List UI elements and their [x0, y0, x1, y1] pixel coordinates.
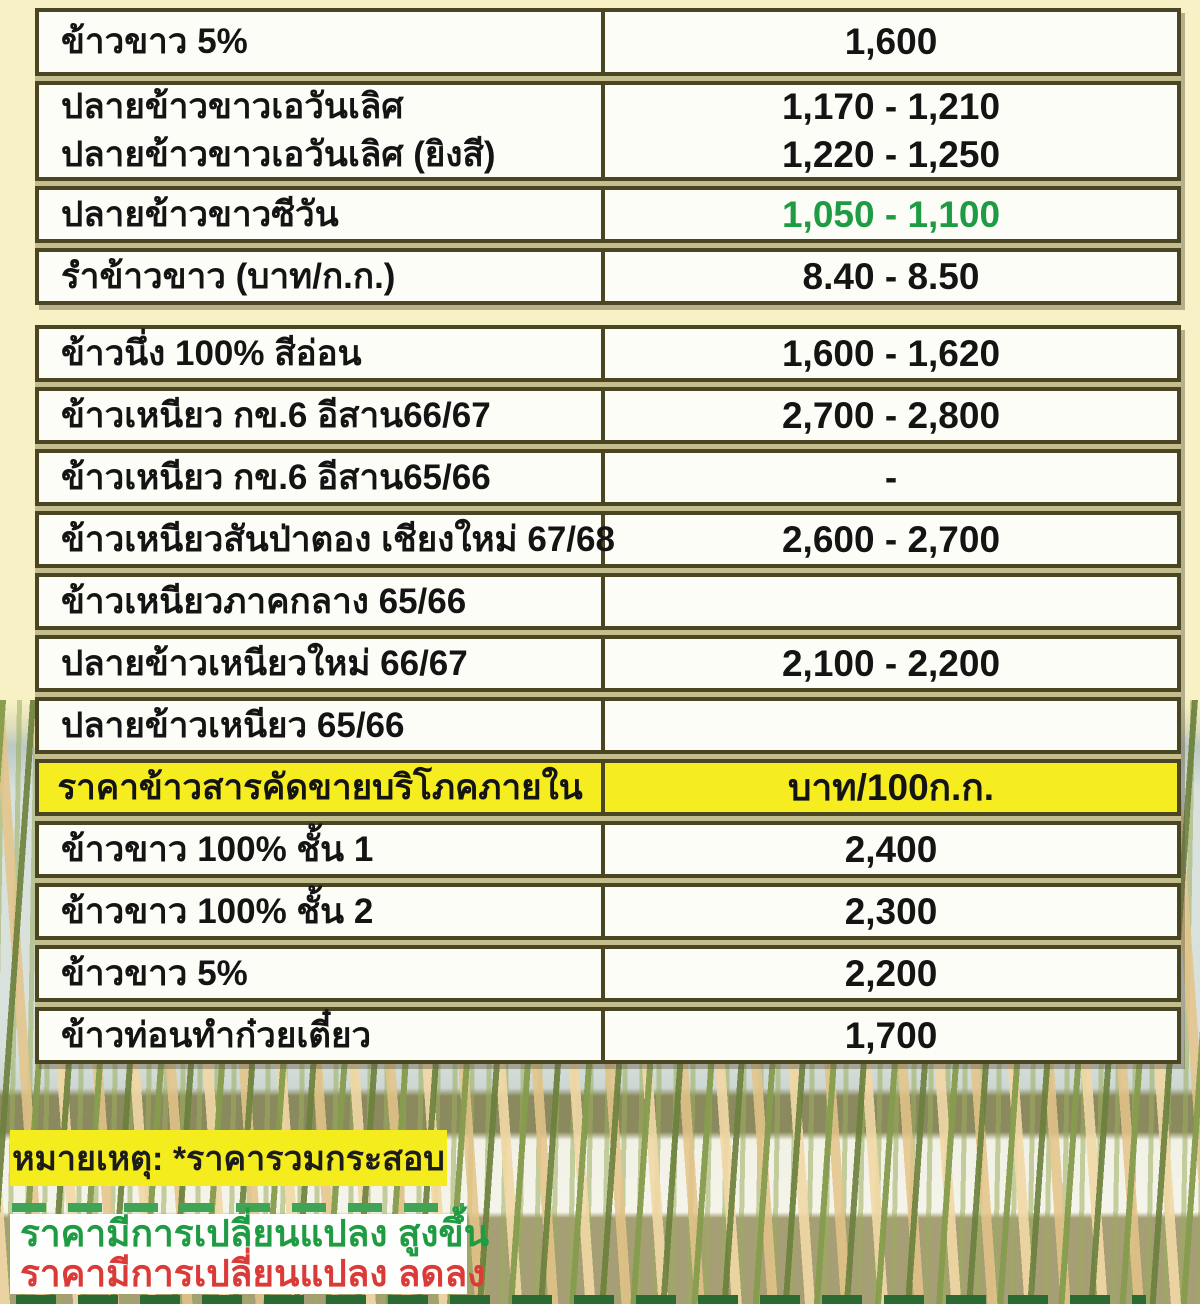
- price-value-cell: 2,300: [605, 887, 1177, 936]
- price-value: 2,600 - 2,700: [781, 518, 1001, 560]
- table-row: ข้าวเหนียว กข.6 อีสาน65/66 -: [35, 449, 1181, 506]
- price-value-cell: 2,700 - 2,800: [605, 391, 1177, 440]
- product-name: ข้าวท่อนทำก๋วยเตี๋ยว: [61, 1015, 372, 1055]
- product-name: ปลายข้าวเหนียว 65/66: [61, 705, 405, 745]
- price-value-cell: [605, 577, 1177, 626]
- price-value-cell: 2,400: [605, 825, 1177, 874]
- price-value: 2,700 - 2,800: [781, 394, 1001, 436]
- table-row: ข้าวเหนียวภาคกลาง 65/66: [35, 573, 1181, 630]
- price-value: 2,300: [844, 890, 938, 932]
- product-name: ข้าวนึ่ง 100% สีอ่อน: [61, 333, 362, 373]
- product-name-cell: ข้าวขาว 5%: [39, 12, 605, 72]
- price-section-white-rice: ข้าวขาว 5% 1,600 ปลายข้าวขาวเอวันเลิศ ปล…: [35, 8, 1181, 305]
- table-row: ปลายข้าวขาวเอวันเลิศ ปลายข้าวขาวเอวันเลิ…: [35, 81, 1181, 181]
- price-value: 2,400: [844, 828, 938, 870]
- domestic-header-unit-cell: บาท/100ก.ก.: [605, 763, 1177, 812]
- product-name-cell: ข้าวท่อนทำก๋วยเตี๋ยว: [39, 1011, 605, 1060]
- product-name-cell: ปลายข้าวขาวเอวันเลิศ ปลายข้าวขาวเอวันเลิ…: [39, 85, 605, 177]
- product-name-cell: ข้าวเหนียว กข.6 อีสาน66/67: [39, 391, 605, 440]
- cut-off-text-marks-bottom: [16, 1295, 1146, 1304]
- table-row: ปลายข้าวเหนียว 65/66: [35, 697, 1181, 754]
- product-name: ข้าวขาว 5%: [61, 22, 248, 61]
- price-value: 2,200: [844, 952, 938, 994]
- table-row: ข้าวขาว 5% 2,200: [35, 945, 1181, 1002]
- legend-price-down-text: ราคามีการเปลี่ยนแปลง ลดลง: [20, 1253, 486, 1294]
- product-name: ปลายข้าวขาวเอวันเลิศ (ยิงสี): [61, 135, 496, 174]
- price-value: 2,100 - 2,200: [781, 642, 1001, 684]
- product-name-cell: ปลายข้าวเหนียว 65/66: [39, 701, 605, 750]
- table-row: ข้าวขาว 100% ชั้น 2 2,300: [35, 883, 1181, 940]
- product-name-cell: ข้าวเหนียว กข.6 อีสาน65/66: [39, 453, 605, 502]
- product-name-cell: ข้าวขาว 5%: [39, 949, 605, 998]
- product-name: ข้าวขาว 100% ชั้น 1: [61, 829, 374, 869]
- price-value: 1,700: [844, 1014, 938, 1056]
- product-name: ข้าวเหนียว กข.6 อีสาน66/67: [61, 395, 491, 435]
- product-name: ปลายข้าวขาวเอวันเลิศ: [61, 87, 404, 126]
- domestic-header-title: ราคาข้าวสารคัดขายบริโภคภายใน: [57, 767, 583, 807]
- price-value-cell: 1,050 - 1,100: [605, 190, 1177, 239]
- price-value-cell: 2,600 - 2,700: [605, 515, 1177, 564]
- price-value: 1,600: [844, 21, 938, 62]
- price-value-cell: 1,600: [605, 12, 1177, 72]
- remark-note-box: หมายเหตุ: *ราคารวมกระสอบ: [10, 1130, 447, 1186]
- section-divider-gap: [35, 305, 1181, 325]
- price-value-cell: 8.40 - 8.50: [605, 252, 1177, 301]
- product-name: ข้าวเหนียว กข.6 อีสาน65/66: [61, 457, 491, 497]
- price-value: 1,600 - 1,620: [781, 332, 1001, 374]
- product-name: รำข้าวขาว (บาท/ก.ก.): [61, 256, 396, 296]
- price-value-increased: 1,050 - 1,100: [781, 193, 1001, 235]
- price-value-cell: [605, 701, 1177, 750]
- price-value-cell: 1,170 - 1,210 1,220 - 1,250: [605, 85, 1177, 177]
- price-value: 1,170 - 1,210: [781, 86, 1001, 127]
- price-change-legend-box: ราคามีการเปลี่ยนแปลง สูงขึ้น ราคามีการเป…: [10, 1213, 489, 1294]
- price-value-cell: 2,100 - 2,200: [605, 639, 1177, 688]
- product-name-cell: ปลายข้าวเหนียวใหม่ 66/67: [39, 639, 605, 688]
- table-row: ข้าวท่อนทำก๋วยเตี๋ยว 1,700: [35, 1007, 1181, 1064]
- product-name-cell: ข้าวเหนียวภาคกลาง 65/66: [39, 577, 605, 626]
- table-row: รำข้าวขาว (บาท/ก.ก.) 8.40 - 8.50: [35, 248, 1181, 305]
- product-name-cell: รำข้าวขาว (บาท/ก.ก.): [39, 252, 605, 301]
- product-name: ข้าวเหนียวสันป่าตอง เชียงใหม่ 67/68: [61, 519, 615, 559]
- price-section-sticky-rice-and-domestic: ข้าวนึ่ง 100% สีอ่อน 1,600 - 1,620 ข้าวเ…: [35, 325, 1181, 1064]
- product-name: ปลายข้าวเหนียวใหม่ 66/67: [61, 643, 468, 683]
- price-value: 8.40 - 8.50: [802, 255, 980, 297]
- table-row: ข้าวเหนียวสันป่าตอง เชียงใหม่ 67/68 2,60…: [35, 511, 1181, 568]
- price-value-cell: 1,700: [605, 1011, 1177, 1060]
- domestic-header-title-cell: ราคาข้าวสารคัดขายบริโภคภายใน: [39, 763, 605, 812]
- cut-off-text-marks-top: [12, 1203, 464, 1212]
- product-name-cell: ข้าวเหนียวสันป่าตอง เชียงใหม่ 67/68: [39, 515, 615, 564]
- price-value-cell: 1,600 - 1,620: [605, 329, 1177, 378]
- legend-price-up-text: ราคามีการเปลี่ยนแปลง สูงขึ้น: [20, 1213, 489, 1254]
- table-row: ข้าวขาว 100% ชั้น 1 2,400: [35, 821, 1181, 878]
- price-value-cell: 2,200: [605, 949, 1177, 998]
- product-name: ปลายข้าวขาวซีวัน: [61, 194, 339, 234]
- table-row: ปลายข้าวขาวซีวัน 1,050 - 1,100: [35, 186, 1181, 243]
- domestic-section-header-row: ราคาข้าวสารคัดขายบริโภคภายใน บาท/100ก.ก.: [35, 759, 1181, 816]
- rice-price-table: ข้าวขาว 5% 1,600 ปลายข้าวขาวเอวันเลิศ ปล…: [35, 8, 1181, 1064]
- table-row: ปลายข้าวเหนียวใหม่ 66/67 2,100 - 2,200: [35, 635, 1181, 692]
- price-value-cell: -: [605, 453, 1177, 502]
- table-row: ข้าวขาว 5% 1,600: [35, 8, 1181, 76]
- product-name-cell: ปลายข้าวขาวซีวัน: [39, 190, 605, 239]
- table-row: ข้าวนึ่ง 100% สีอ่อน 1,600 - 1,620: [35, 325, 1181, 382]
- product-name-cell: ข้าวขาว 100% ชั้น 2: [39, 887, 605, 936]
- product-name-cell: ข้าวขาว 100% ชั้น 1: [39, 825, 605, 874]
- table-row: ข้าวเหนียว กข.6 อีสาน66/67 2,700 - 2,800: [35, 387, 1181, 444]
- product-name: ข้าวขาว 100% ชั้น 2: [61, 891, 374, 931]
- product-name: ข้าวขาว 5%: [61, 953, 248, 993]
- price-value: -: [884, 456, 898, 498]
- price-value: 1,220 - 1,250: [781, 134, 1001, 175]
- domestic-header-unit: บาท/100ก.ก.: [787, 766, 995, 808]
- product-name-cell: ข้าวนึ่ง 100% สีอ่อน: [39, 329, 605, 378]
- product-name: ข้าวเหนียวภาคกลาง 65/66: [61, 581, 467, 621]
- remark-note-text: หมายเหตุ: *ราคารวมกระสอบ: [12, 1140, 445, 1178]
